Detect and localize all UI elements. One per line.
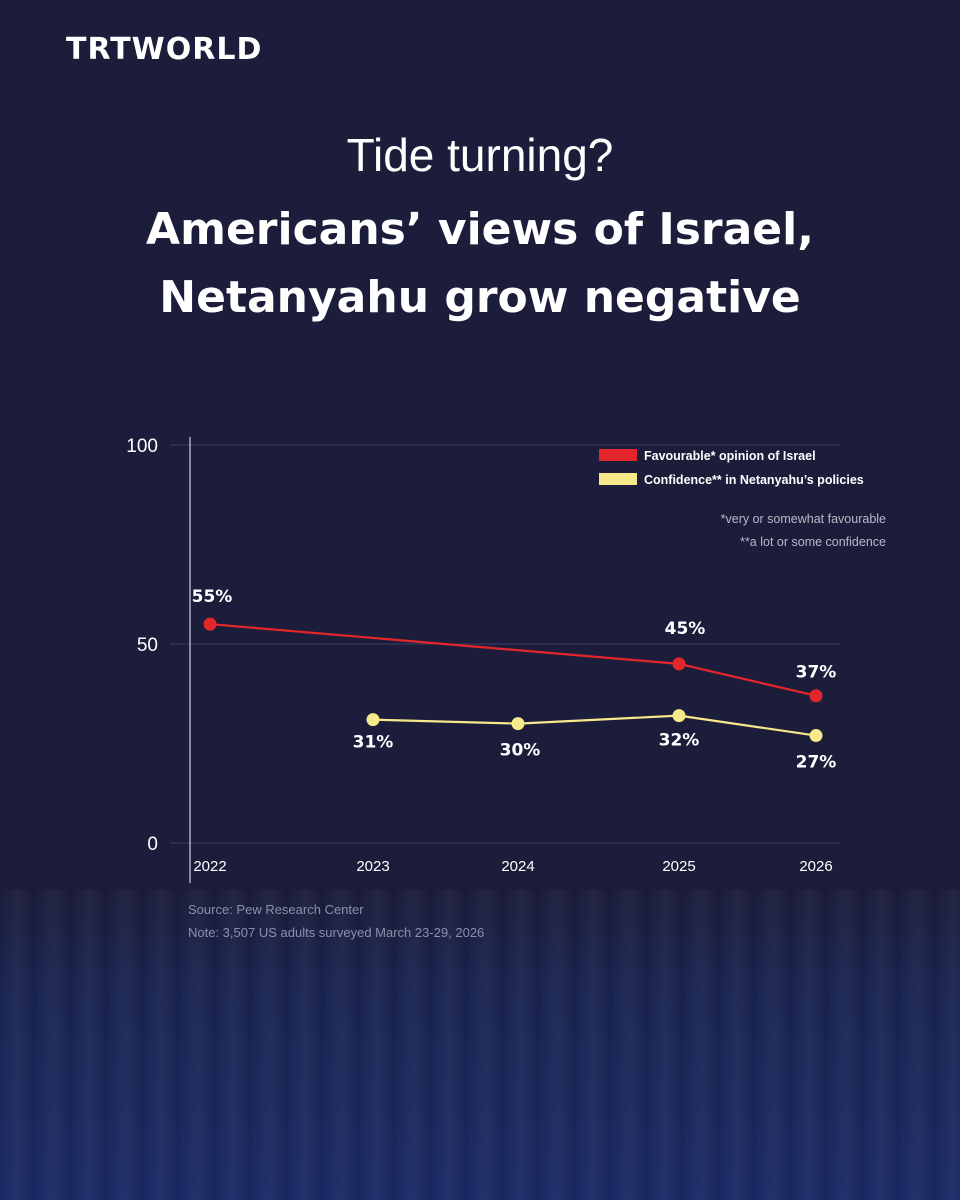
- source-block: Source: Pew Research Center Note: 3,507 …: [188, 898, 484, 944]
- footnote: **a lot or some confidence: [740, 535, 886, 549]
- data-point: [809, 729, 823, 743]
- chart-title: Americans’ views of Israel, Netanyahu gr…: [60, 196, 900, 332]
- legend-swatch: [599, 449, 637, 461]
- data-point: [672, 709, 686, 723]
- y-tick-label: 100: [126, 436, 158, 457]
- brand-logo: TRTWORLD: [66, 32, 263, 67]
- curtain-texture: [0, 890, 960, 1200]
- data-point: [511, 717, 525, 731]
- series-line: [372, 714, 817, 737]
- data-point: [203, 617, 217, 631]
- data-point: [809, 689, 823, 703]
- chart-title-line-2: Netanyahu grow negative: [159, 272, 801, 323]
- x-tick-label: 2023: [356, 858, 389, 875]
- legend-label: Confidence** in Netanyahu’s policies: [644, 473, 864, 487]
- data-label: 31%: [353, 733, 394, 753]
- legend-label: Favourable* opinion of Israel: [644, 449, 816, 463]
- data-label: 55%: [192, 587, 233, 607]
- legend-swatch: [599, 473, 637, 485]
- title-question: Tide turning?: [346, 129, 614, 181]
- source-text: Source: Pew Research Center: [188, 902, 364, 917]
- x-tick-label: 2026: [799, 858, 832, 875]
- x-tick-label: 2022: [193, 858, 226, 875]
- data-label: 37%: [796, 663, 837, 683]
- y-tick-label: 0: [147, 834, 158, 855]
- series-line: [209, 623, 817, 697]
- x-tick-label: 2025: [662, 858, 695, 875]
- line-chart: 0 50 100 2022 2023 2024 2025 2026 55% 45% 37% 31% 30…: [126, 436, 886, 883]
- x-tick-label: 2024: [501, 858, 534, 875]
- leaders-photo-background: [0, 890, 960, 1200]
- data-point: [366, 713, 380, 727]
- data-label: 32%: [659, 731, 700, 751]
- data-label: 30%: [500, 741, 541, 761]
- footnote: *very or somewhat favourable: [721, 512, 886, 526]
- data-label: 27%: [796, 753, 837, 773]
- note-text: Note: 3,507 US adults surveyed March 23-…: [188, 925, 485, 940]
- y-tick-label: 50: [137, 635, 158, 656]
- chart-title-line-1: Americans’ views of Israel,: [146, 204, 814, 255]
- data-point: [672, 657, 686, 671]
- data-label: 45%: [665, 619, 706, 639]
